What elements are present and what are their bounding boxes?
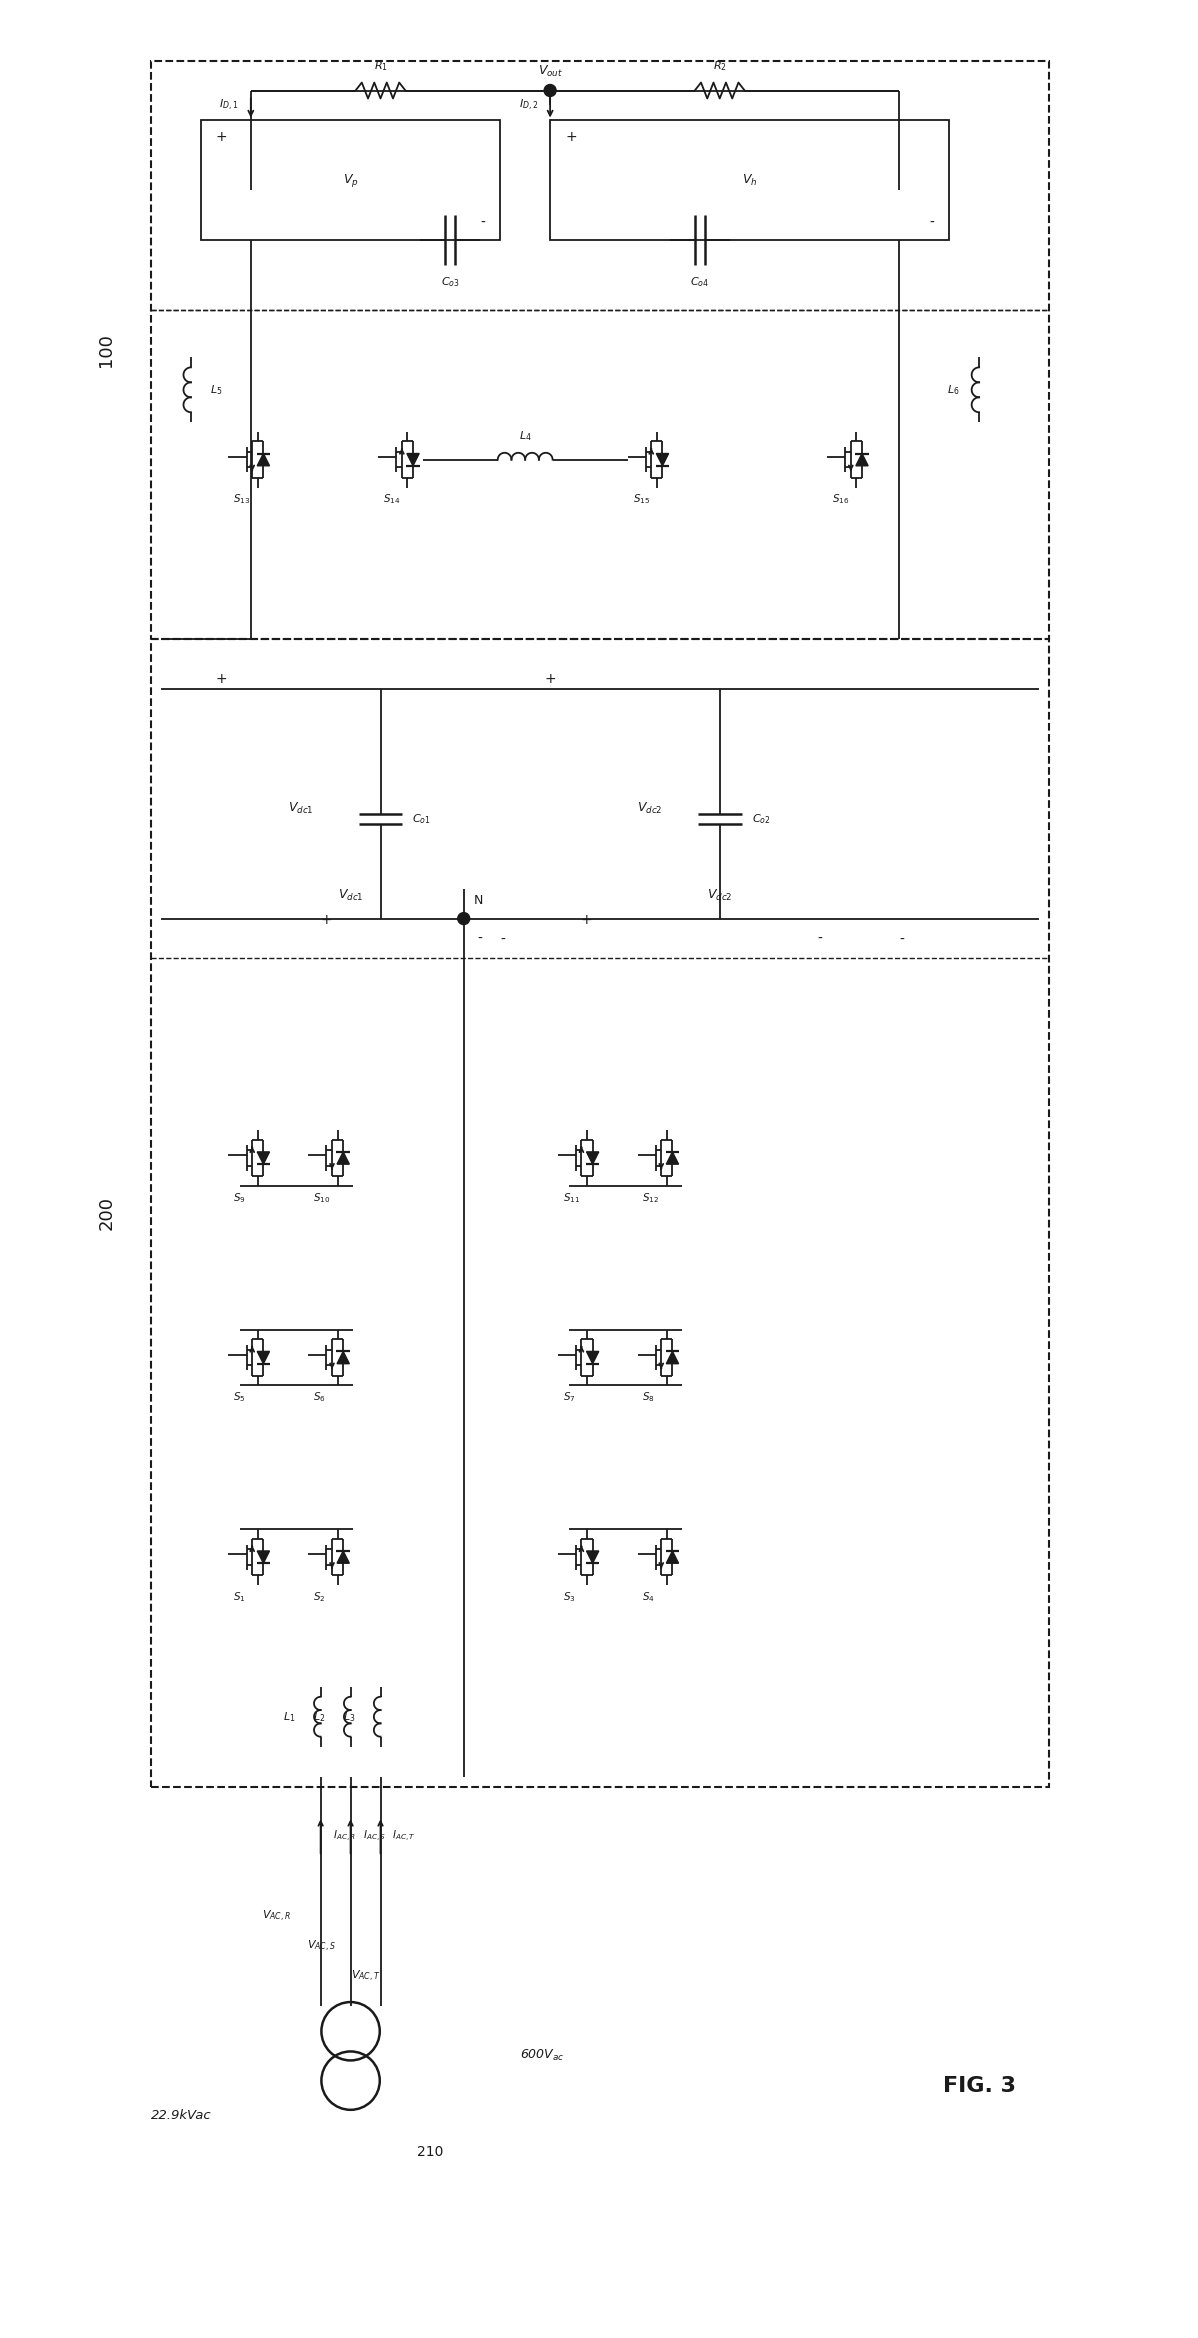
Text: $C_{o4}$: $C_{o4}$ xyxy=(690,276,709,290)
Text: $S_{12}$: $S_{12}$ xyxy=(642,1190,660,1204)
Polygon shape xyxy=(587,1351,599,1363)
Text: $V_{dc2}$: $V_{dc2}$ xyxy=(637,802,662,816)
Text: $I_{D,2}$: $I_{D,2}$ xyxy=(519,98,538,112)
Text: $L_5$: $L_5$ xyxy=(211,383,223,397)
Text: $S_3$: $S_3$ xyxy=(563,1590,575,1604)
Polygon shape xyxy=(337,1351,350,1363)
Text: +: + xyxy=(321,912,332,926)
Text: +: + xyxy=(580,912,592,926)
Text: FIG. 3: FIG. 3 xyxy=(943,2076,1016,2095)
Text: $C_{o3}$: $C_{o3}$ xyxy=(441,276,460,290)
Polygon shape xyxy=(258,1351,270,1363)
Text: $V_p$: $V_p$ xyxy=(343,171,358,189)
Text: $V_{dc1}$: $V_{dc1}$ xyxy=(338,888,363,902)
Text: $V_{AC,R}$: $V_{AC,R}$ xyxy=(261,1908,291,1924)
Text: -: - xyxy=(817,931,822,945)
Text: 600$V_{ac}$: 600$V_{ac}$ xyxy=(520,2048,564,2064)
Text: $L_3$: $L_3$ xyxy=(343,1709,356,1723)
Polygon shape xyxy=(666,1153,678,1164)
Text: $I_{AC,R}$: $I_{AC,R}$ xyxy=(333,1828,356,1845)
Polygon shape xyxy=(666,1550,678,1564)
Text: $S_6$: $S_6$ xyxy=(313,1391,326,1405)
Bar xyxy=(550,122,949,241)
Polygon shape xyxy=(258,1153,270,1164)
Text: $V_{AC,T}$: $V_{AC,T}$ xyxy=(351,1969,381,1983)
Text: $L_6$: $L_6$ xyxy=(948,383,960,397)
Text: $S_{16}$: $S_{16}$ xyxy=(833,493,849,507)
Text: $S_8$: $S_8$ xyxy=(642,1391,655,1405)
Polygon shape xyxy=(666,1351,678,1363)
Text: $S_{14}$: $S_{14}$ xyxy=(383,493,400,507)
Text: -: - xyxy=(900,933,904,947)
Text: +: + xyxy=(565,131,576,145)
Text: -: - xyxy=(478,931,483,945)
Text: $R_2$: $R_2$ xyxy=(713,58,727,72)
Text: $V_{dc2}$: $V_{dc2}$ xyxy=(707,888,732,902)
Text: $L_1$: $L_1$ xyxy=(283,1709,296,1723)
Text: $S_1$: $S_1$ xyxy=(234,1590,246,1604)
Text: $I_{AC,T}$: $I_{AC,T}$ xyxy=(393,1828,416,1845)
Polygon shape xyxy=(258,1550,270,1564)
Text: 100: 100 xyxy=(97,332,115,367)
Text: $S_7$: $S_7$ xyxy=(563,1391,575,1405)
Text: $S_2$: $S_2$ xyxy=(313,1590,326,1604)
Text: -: - xyxy=(930,215,934,229)
Text: $R_1$: $R_1$ xyxy=(374,58,387,72)
Polygon shape xyxy=(587,1550,599,1564)
Text: -: - xyxy=(480,215,485,229)
Text: $V_{out}$: $V_{out}$ xyxy=(538,63,563,79)
Text: 210: 210 xyxy=(417,2144,443,2158)
Text: $V_{AC,S}$: $V_{AC,S}$ xyxy=(307,1938,335,1955)
Circle shape xyxy=(544,84,556,96)
Polygon shape xyxy=(657,454,668,465)
Text: $S_9$: $S_9$ xyxy=(234,1190,246,1204)
Text: $S_{13}$: $S_{13}$ xyxy=(234,493,250,507)
Text: $S_4$: $S_4$ xyxy=(642,1590,655,1604)
Text: 22.9kVac: 22.9kVac xyxy=(151,2109,211,2123)
Text: $S_{15}$: $S_{15}$ xyxy=(633,493,649,507)
Polygon shape xyxy=(855,454,869,465)
Text: 200: 200 xyxy=(97,1197,115,1230)
Polygon shape xyxy=(337,1550,350,1564)
Bar xyxy=(151,61,1049,638)
Polygon shape xyxy=(407,454,419,465)
Text: +: + xyxy=(544,671,556,685)
Polygon shape xyxy=(587,1153,599,1164)
Text: $L_2$: $L_2$ xyxy=(314,1709,326,1723)
Text: $C_{o1}$: $C_{o1}$ xyxy=(412,811,431,825)
Text: $V_h$: $V_h$ xyxy=(742,173,757,187)
Bar xyxy=(151,638,1049,1786)
Text: $S_{10}$: $S_{10}$ xyxy=(313,1190,331,1204)
Text: $C_{o2}$: $C_{o2}$ xyxy=(751,811,770,825)
Text: $I_{AC,S}$: $I_{AC,S}$ xyxy=(363,1828,386,1845)
Polygon shape xyxy=(337,1153,350,1164)
Text: +: + xyxy=(216,131,228,145)
Bar xyxy=(201,122,501,241)
Text: $S_5$: $S_5$ xyxy=(234,1391,246,1405)
Text: $V_{dc1}$: $V_{dc1}$ xyxy=(288,802,314,816)
Circle shape xyxy=(458,912,470,924)
Text: $S_{11}$: $S_{11}$ xyxy=(563,1190,580,1204)
Text: $I_{D,1}$: $I_{D,1}$ xyxy=(219,98,238,112)
Text: +: + xyxy=(216,671,226,685)
Text: N: N xyxy=(473,893,483,907)
Text: -: - xyxy=(501,933,506,947)
Polygon shape xyxy=(258,454,270,465)
Text: $L_4$: $L_4$ xyxy=(519,428,532,442)
